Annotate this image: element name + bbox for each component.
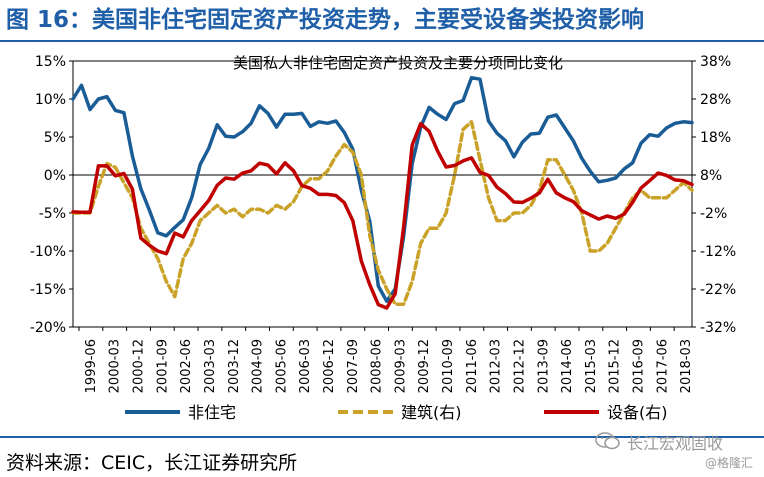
x-tick-label: 2012-12 xyxy=(512,339,527,393)
series-line xyxy=(71,120,694,306)
y-left-tick-label: -10% xyxy=(30,244,66,260)
series-line xyxy=(71,121,694,310)
wechat-icon xyxy=(595,432,620,450)
y-left-tick-label: 10% xyxy=(35,92,66,108)
y-right-tick-label: 28% xyxy=(700,92,731,108)
x-tick-label: 2016-09 xyxy=(631,339,646,393)
x-tick-label: 2014-06 xyxy=(560,339,575,393)
legend: 非住宅 建筑(右) 设备(右) xyxy=(125,403,668,422)
y-right-tick-label: -12% xyxy=(700,244,736,260)
y-right-tick-label: 18% xyxy=(700,130,731,146)
source-rule xyxy=(0,436,764,438)
x-tick-label: 2017-06 xyxy=(655,339,670,393)
x-tick-label: 2004-09 xyxy=(251,339,266,393)
x-tick-label: 2003-03 xyxy=(203,339,218,393)
x-tick-label: 2000-03 xyxy=(108,339,123,393)
y-right-tick-label: 38% xyxy=(700,54,731,70)
series-line xyxy=(71,75,694,303)
legend-label: 非住宅 xyxy=(188,403,236,422)
x-tick-label: 2006-12 xyxy=(322,339,337,393)
y-right-tick-label: -32% xyxy=(700,320,736,336)
title-rule xyxy=(0,40,764,42)
x-tick-label: 2010-09 xyxy=(441,339,456,393)
x-tick-label: 2011-06 xyxy=(465,339,480,393)
x-tick-label: 2013-09 xyxy=(536,339,551,393)
y-left-tick-label: 5% xyxy=(44,130,66,146)
y-right-tick-label: -2% xyxy=(700,206,727,222)
source-note: 资料来源：CEIC，长江证券研究所 xyxy=(6,452,298,474)
x-tick-label: 2005-06 xyxy=(274,339,289,393)
x-tick-label: 2006-03 xyxy=(298,339,313,393)
x-tick-label: 2002-06 xyxy=(179,339,194,393)
y-left-tick-label: -5% xyxy=(39,206,66,222)
plot-frame xyxy=(72,60,693,328)
y-left-tick-label: 15% xyxy=(35,54,66,70)
watermark-name: 长江宏观固收 xyxy=(627,434,724,453)
y-right-tick-label: 8% xyxy=(700,168,722,184)
y-left-tick-label: -20% xyxy=(30,320,66,336)
legend-label: 建筑(右) xyxy=(401,403,462,422)
x-tick-label: 2001-09 xyxy=(155,339,170,393)
x-tick-label: 2015-12 xyxy=(608,339,623,393)
watermark: 长江宏观固收 @格隆汇 xyxy=(585,427,760,473)
x-tick-label: 2000-12 xyxy=(132,339,147,393)
x-tick-label: 2018-03 xyxy=(679,339,694,393)
x-tick-label: 2003-12 xyxy=(227,339,242,393)
x-tick-label: 2007-09 xyxy=(346,339,361,393)
y-right-tick-label: -22% xyxy=(700,282,736,298)
y-left-tick-label: 0% xyxy=(44,168,66,184)
x-tick-label: 2008-06 xyxy=(370,339,385,393)
y-left-tick-label: -15% xyxy=(30,282,66,298)
chart-title: 美国私人非住宅固定资产投资及主要分项同比变化 xyxy=(233,54,563,72)
legend-label: 设备(右) xyxy=(607,403,668,422)
x-tick-label: 2012-03 xyxy=(489,339,504,393)
x-tick-label: 2009-12 xyxy=(417,339,432,393)
chart: 美国私人非住宅固定资产投资及主要分项同比变化 -20% -15% -10% -5% 0%… xyxy=(30,54,736,422)
x-tick-label: 1999-06 xyxy=(84,339,99,393)
x-tick-label: 2015-03 xyxy=(584,339,599,393)
x-tick-label: 2009-03 xyxy=(393,339,408,393)
watermark-handle: @格隆汇 xyxy=(705,456,754,470)
figure-title: 图 16：美国非住宅固定资产投资走势，主要受设备类投资影响 xyxy=(6,7,645,33)
